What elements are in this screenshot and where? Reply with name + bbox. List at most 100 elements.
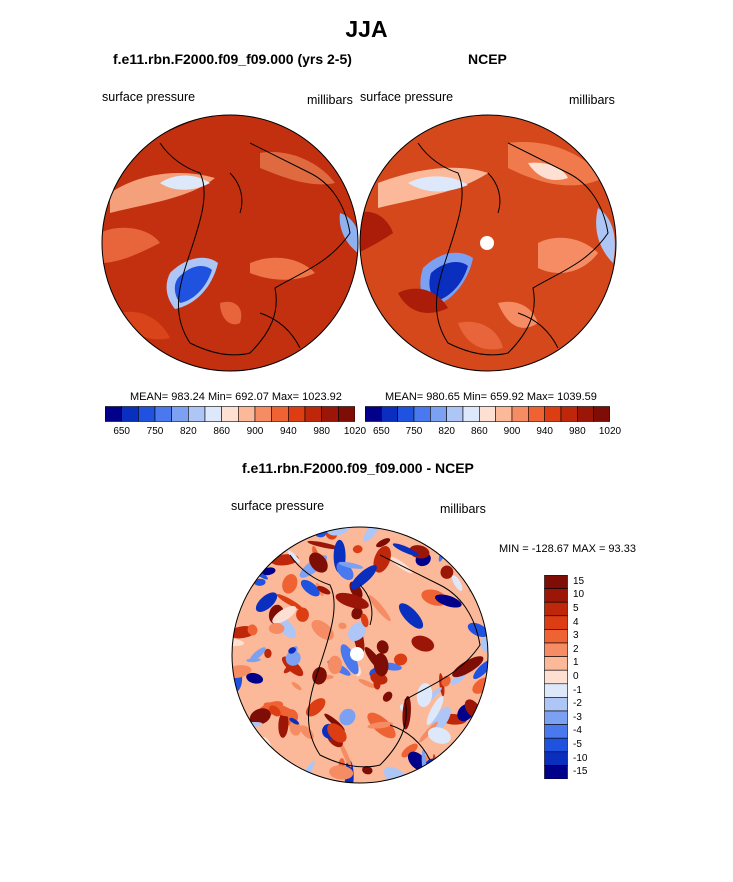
diff-field-blob	[467, 622, 488, 638]
right-colorbar-swatch	[397, 406, 415, 422]
diff-panel-title: f.e11.rbn.F2000.f09_f09.000 - NCEP	[242, 460, 474, 476]
missing-data-dot	[480, 236, 494, 250]
left-colorbar-swatch	[188, 406, 206, 422]
left-colorbar-swatch	[138, 406, 156, 422]
diff-field-blob	[415, 772, 428, 783]
diff-field-blob	[478, 527, 488, 539]
diff-field-blob	[264, 648, 272, 659]
right-colorbar-tick-label: 940	[536, 426, 553, 437]
diff-field-blob	[466, 560, 483, 568]
left-colorbar-swatch	[288, 406, 306, 422]
diff-field-blob	[452, 656, 484, 678]
left-colorbar-swatch	[304, 406, 322, 422]
diff-field-blob	[232, 638, 245, 647]
right-colorbar-swatch	[430, 406, 447, 422]
diff-field-blob	[329, 765, 354, 780]
right-colorbar-swatch	[462, 406, 480, 422]
diff-colorbar-label: -10	[573, 752, 588, 764]
right-colorbar-swatch	[593, 406, 610, 422]
diff-colorbar-label: 4	[573, 616, 579, 628]
diff-field-blob	[351, 607, 363, 620]
diff-field-blob	[327, 723, 347, 743]
diff-colorbar	[544, 575, 568, 779]
diff-field-blob	[249, 553, 260, 566]
diff-field-blob	[312, 667, 327, 685]
diff-units-label: millibars	[440, 502, 486, 516]
diff-field-blob	[401, 743, 418, 758]
diff-colorbar-label: 3	[573, 630, 579, 642]
diff-field-blob	[363, 527, 383, 542]
right-colorbar-swatch	[560, 406, 578, 422]
diff-colorbar-label: 15	[573, 575, 585, 587]
diff-field-blob	[338, 561, 364, 569]
diff-field-blob	[451, 763, 470, 780]
diff-field-blob	[311, 619, 334, 641]
diff-field-blob	[299, 725, 314, 740]
diff-colorbar-label: -1	[573, 684, 582, 696]
diff-field-blob	[246, 658, 261, 663]
diff-field-blob	[347, 622, 367, 642]
left-colorbar	[105, 406, 355, 422]
right-colorbar-swatch	[479, 406, 496, 422]
right-colorbar	[365, 406, 610, 422]
diff-field-blob	[276, 594, 304, 610]
diff-field-blob	[373, 545, 391, 573]
diff-colorbar-label: 0	[573, 671, 579, 682]
left-colorbar-swatch	[105, 406, 122, 422]
diff-field-blob	[411, 635, 435, 652]
right-stats: MEAN= 980.65 Min= 659.92 Max= 1039.59	[385, 391, 597, 403]
diff-colorbar-label: 10	[573, 589, 585, 601]
diff-field-blob	[232, 749, 241, 761]
diff-colorbar-swatch	[544, 710, 568, 725]
right-colorbar-swatch	[528, 406, 545, 422]
diff-colorbar-swatch	[544, 724, 568, 739]
right-colorbar-tick-label: 900	[503, 426, 521, 437]
diff-field-blob	[382, 691, 393, 702]
diff-field-blob	[282, 574, 298, 594]
diff-field-blob	[278, 711, 289, 738]
diff-field-blob	[392, 543, 420, 557]
diff-field-blob	[243, 758, 259, 774]
right-colorbar-tick-label: 650	[372, 426, 390, 437]
diff-field-blob	[271, 529, 277, 540]
diff-field-blob	[351, 595, 363, 607]
diff-field-blob	[463, 768, 476, 780]
right-colorbar-tick-label: 1020	[598, 426, 622, 437]
diff-field-blob	[232, 763, 240, 783]
diff-field-blob	[254, 578, 266, 586]
diff-field-blob	[459, 527, 476, 536]
diff-field-blob	[440, 775, 454, 782]
diff-field-blob	[305, 698, 326, 717]
diff-field-blob	[439, 673, 445, 697]
left-colorbar-swatch	[171, 406, 189, 422]
left-colorbar-swatch	[321, 406, 339, 422]
left-colorbar-tick-label: 940	[279, 426, 297, 437]
right-colorbar-swatch	[544, 406, 562, 422]
diff-field-blob	[268, 622, 285, 635]
diff-field-blob	[373, 678, 381, 690]
diff-field-blob	[272, 605, 297, 624]
diff-field-blob	[255, 592, 278, 612]
right-panel-title: NCEP	[468, 51, 507, 67]
diff-field-blob	[360, 613, 369, 628]
diff-field-blob	[328, 655, 342, 674]
diff-field-blob	[307, 540, 340, 550]
diff-field-blob	[394, 653, 408, 666]
diff-colorbar-label: -15	[573, 766, 588, 778]
diff-field-blob	[238, 751, 248, 783]
right-colorbar-swatch	[577, 406, 594, 422]
left-colorbar-tick-label: 650	[113, 426, 130, 437]
left-variable-label: surface pressure	[102, 90, 196, 104]
diff-colorbar-label: 1	[573, 657, 579, 669]
diff-field-blob	[469, 527, 485, 531]
diff-field-blob	[440, 565, 454, 579]
diff-colorbar-label: 5	[573, 603, 579, 614]
diff-field-blob	[426, 695, 444, 725]
diff-field-blob	[464, 527, 470, 538]
right-colorbar-tick-label: 820	[438, 426, 455, 437]
diff-field-blob	[250, 647, 266, 661]
diff-field-blob	[243, 550, 257, 557]
diff-field-blob	[373, 653, 389, 677]
left-stats: MEAN= 983.24 Min= 692.07 Max= 1023.92	[130, 391, 342, 403]
left-units-label: millibars	[307, 93, 353, 107]
